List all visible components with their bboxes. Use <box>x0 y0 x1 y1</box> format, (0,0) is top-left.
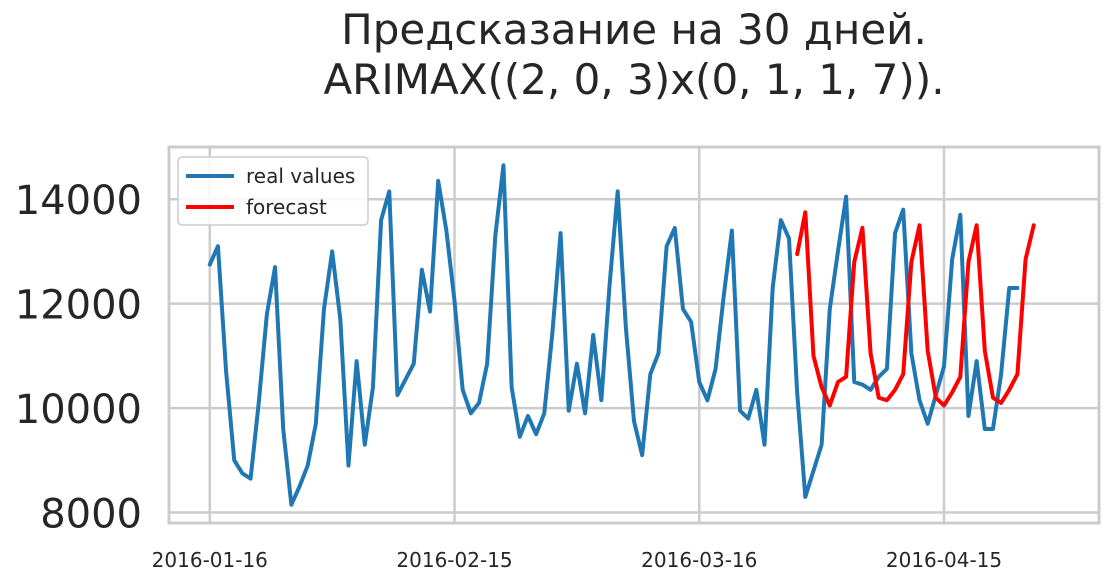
x-tick-label: 2016-02-15 <box>396 548 512 572</box>
legend: real values forecast <box>177 156 369 226</box>
y-tick-label: 10000 <box>15 387 142 433</box>
plot-area-frame <box>167 145 1101 525</box>
chart-title-line-2: ARIMAX((2, 0, 3)x(0, 1, 1, 7)). <box>323 55 944 104</box>
legend-label-forecast: forecast <box>246 195 327 219</box>
x-tick-label: 2016-04-15 <box>886 548 1002 572</box>
y-tick-label: 8000 <box>40 492 142 538</box>
x-tick-label: 2016-03-16 <box>641 548 757 572</box>
series-line-forecast <box>795 210 1036 408</box>
y-tick-label: 14000 <box>15 178 142 224</box>
series-lines <box>207 163 1036 507</box>
x-tick-labels: 2016-01-16 2016-02-15 2016-03-16 2016-04-15 <box>152 548 1002 572</box>
x-tick-label: 2016-01-16 <box>152 548 268 572</box>
chart-title-line-1: Предсказание на 30 дней. <box>341 5 927 54</box>
series-line-real-values <box>207 163 1020 507</box>
legend-label-real-values: real values <box>246 164 355 188</box>
y-tick-label: 12000 <box>15 283 142 329</box>
y-tick-labels: 8000 10000 12000 14000 <box>15 178 142 537</box>
